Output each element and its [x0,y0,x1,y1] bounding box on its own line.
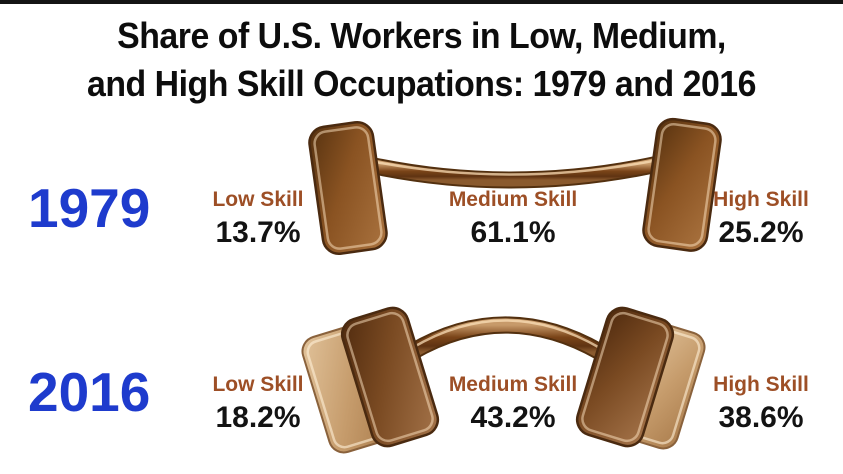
year-label-1979: 1979 [28,177,151,239]
skill-label: Low Skill [212,373,304,396]
barbell-2016-left-front-plate [340,306,440,448]
skill-2016-high: High Skill 38.6% [656,373,843,434]
barbell-2016-bar-highlight [410,319,602,350]
skill-label: Medium Skill [448,188,578,211]
skill-1979-medium: Medium Skill 61.1% [408,188,618,249]
barbell-1979-left-plate [308,120,388,256]
title-line-1: Share of U.S. Workers in Low, Medium, [117,15,726,56]
barbell-1979-right-plate [642,117,722,252]
skill-value: 18.2% [215,401,301,435]
barbell-1979-bar [358,157,665,187]
skill-label: High Skill [713,188,809,211]
skill-value: 13.7% [215,216,301,250]
chart-title: Share of U.S. Workers in Low, Medium, an… [25,12,817,107]
skill-2016-low: Low Skill 18.2% [153,373,363,434]
title-line-2: and High Skill Occupations: 1979 and 201… [86,62,757,104]
skill-2016-medium: Medium Skill 43.2% [408,373,618,434]
skill-1979-high: High Skill 25.2% [656,188,843,249]
skill-value: 38.6% [718,401,804,435]
barbell-2016-right-front-plate [575,306,675,448]
barbell-2016-bar [405,318,607,359]
barbell-2016-icon [301,306,706,454]
year-label-2016: 2016 [28,361,151,423]
skill-1979-low: Low Skill 13.7% [153,188,363,249]
barbell-1979-bar-highlight [363,158,660,176]
skill-label: Medium Skill [448,373,578,396]
skill-label: Low Skill [212,188,304,211]
skill-label: High Skill [713,373,809,396]
letterbox-bar [0,0,843,4]
skill-value: 25.2% [718,216,804,250]
skill-value: 61.1% [470,216,556,250]
barbell-1979-icon [308,117,722,256]
skill-value: 43.2% [470,401,556,435]
